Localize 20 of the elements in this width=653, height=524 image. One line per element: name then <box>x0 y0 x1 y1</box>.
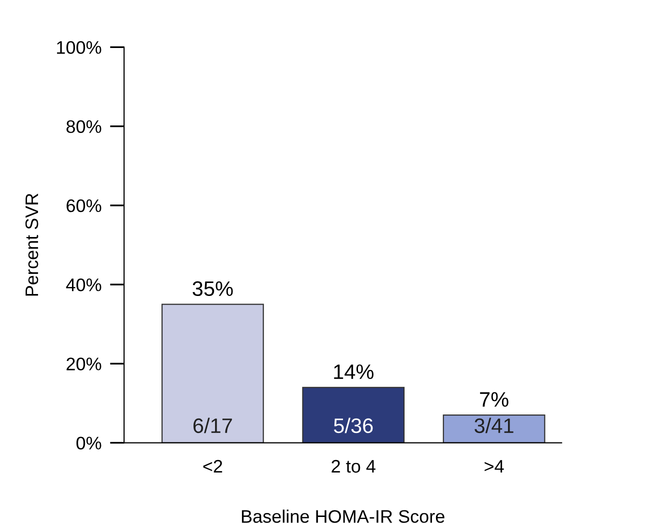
data-label: 7% <box>480 392 508 407</box>
annotation: 3/41 <box>474 418 514 434</box>
data-label: 35% <box>192 281 233 296</box>
bar <box>162 304 264 443</box>
x-axis-title: Baseline HOMA-IR Score <box>242 510 444 523</box>
x-tick-label: 2 to 4 <box>332 460 376 473</box>
y-tick-label: 60% <box>66 199 102 212</box>
bar <box>442 414 546 443</box>
y-tick-label: 80% <box>66 120 102 134</box>
annotation: 6/17 <box>193 418 232 434</box>
annotation: 5/36 <box>334 418 373 434</box>
y-tick-label: 20% <box>66 358 102 370</box>
y-axis-title: Percent SVR <box>25 194 38 296</box>
bar <box>302 386 405 443</box>
x-tick-label: <2 <box>203 460 222 473</box>
data-label: 14% <box>334 364 374 380</box>
y-tick-label: 0% <box>76 436 102 450</box>
y-tick-label: 100% <box>57 41 102 54</box>
y-tick-label: 40% <box>66 278 102 292</box>
x-tick-label: >4 <box>484 460 504 473</box>
